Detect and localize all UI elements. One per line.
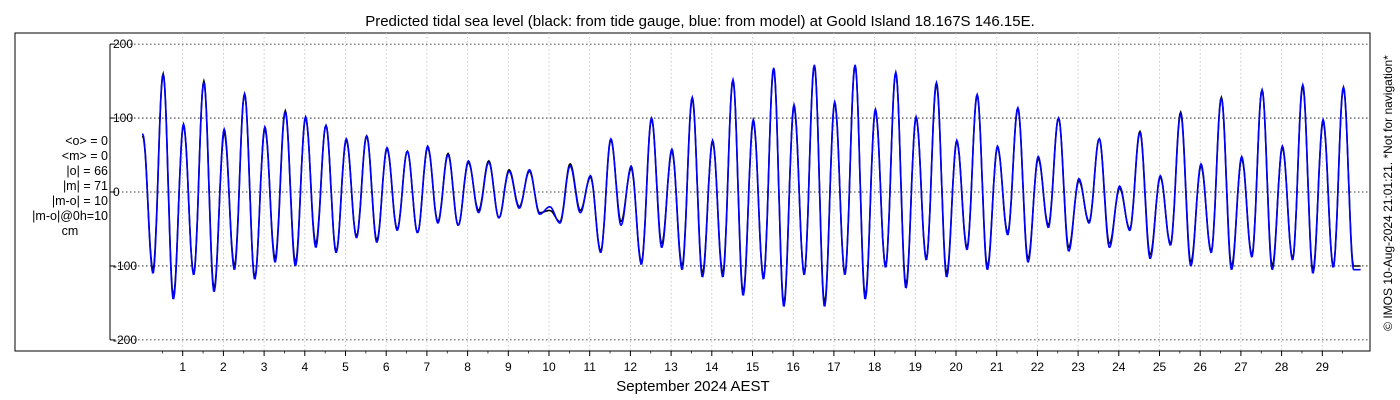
stats-panel: <o> = 0 <m> = 0 |o| = 66 |m| = 71 |m-o| …: [8, 134, 108, 239]
x-tick-label: 29: [1316, 360, 1330, 374]
x-tick-label: 6: [383, 360, 390, 374]
stat-abs-diff-0h: |m-o|@0h=10: [32, 209, 108, 223]
x-tick-label: 19: [909, 360, 923, 374]
stat-abs-observed: |o| = 66: [66, 164, 108, 178]
y-tick-label: -200: [113, 333, 137, 347]
x-tick-label: 17: [827, 360, 841, 374]
stat-unit: cm: [61, 224, 79, 238]
y-tick-label: -100: [113, 259, 137, 273]
x-tick-label: 25: [1153, 360, 1167, 374]
chart-title: Predicted tidal sea level (black: from t…: [365, 13, 1035, 30]
x-tick-label: 18: [868, 360, 882, 374]
stat-mean-model: <m> = 0: [61, 149, 108, 163]
x-tick-label: 23: [1071, 360, 1085, 374]
x-tick-label: 1: [179, 360, 186, 374]
x-tick-label: 9: [505, 360, 512, 374]
x-tick-label: 20: [949, 360, 963, 374]
x-axis-label: September 2024 AEST: [616, 378, 769, 395]
x-tick-label: 14: [705, 360, 719, 374]
x-tick-label: 10: [542, 360, 556, 374]
x-tick-label: 15: [746, 360, 760, 374]
x-tick-label: 27: [1234, 360, 1248, 374]
x-tick-label: 5: [342, 360, 349, 374]
y-tick-label: 200: [113, 37, 133, 51]
x-tick-label: 8: [464, 360, 471, 374]
x-tick-label: 3: [261, 360, 268, 374]
x-tick-label: 11: [583, 360, 596, 374]
stat-abs-model: |m| = 71: [62, 179, 108, 193]
watermark-text: © IMOS 10-Aug-2024 21:01:21. *Not for na…: [1381, 55, 1395, 331]
x-tick-label: 12: [624, 360, 638, 374]
y-tick-label: 100: [113, 111, 133, 125]
x-tick-label: 22: [1031, 360, 1045, 374]
x-tick-label: 28: [1275, 360, 1289, 374]
x-tick-label: 7: [424, 360, 431, 374]
y-axis: -200 -100 0 100 200: [109, 37, 137, 347]
x-tick-label: 26: [1194, 360, 1208, 374]
grid: [110, 33, 1370, 351]
stat-mean-observed: <o> = 0: [65, 134, 108, 148]
series-line-model: [142, 64, 1361, 307]
y-tick-label: 0: [113, 185, 120, 199]
x-tick-label: 24: [1112, 360, 1126, 374]
x-axis: 1 2 3 4 5 6 7 8 9 10 11 12 13 14 15 16 17 18 19 20 21 22 23 24 2…: [162, 351, 1344, 374]
x-tick-label: 16: [787, 360, 801, 374]
x-tick-label: 13: [664, 360, 678, 374]
x-tick-label: 2: [220, 360, 227, 374]
x-tick-label: 21: [990, 360, 1004, 374]
stat-abs-diff: |m-o| = 10: [51, 194, 108, 208]
x-tick-label: 4: [301, 360, 308, 374]
